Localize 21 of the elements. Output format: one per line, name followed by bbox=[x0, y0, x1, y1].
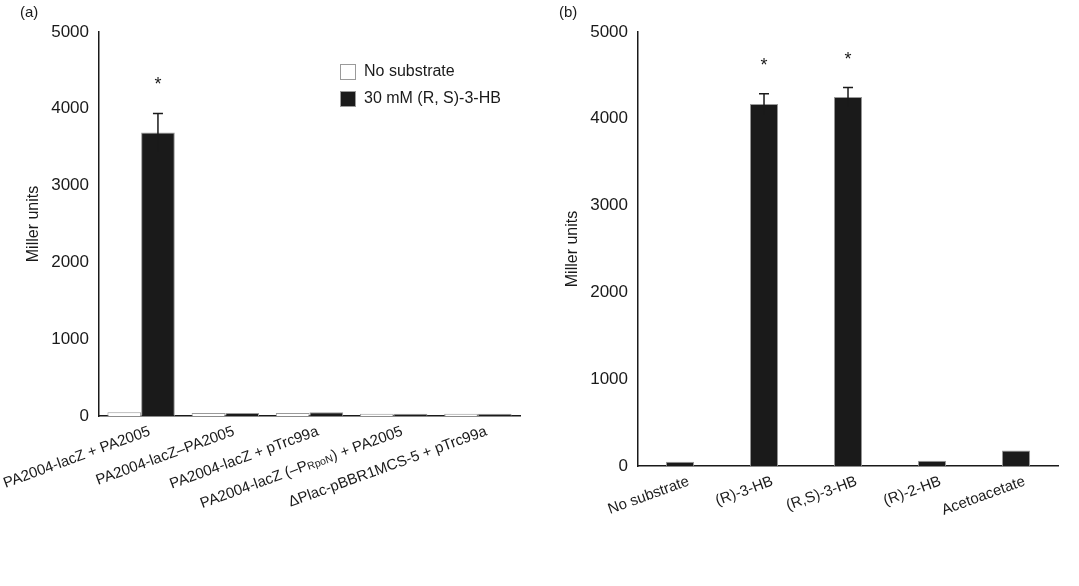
y-tick-label: 0 bbox=[618, 455, 629, 475]
annotation: * bbox=[760, 54, 768, 75]
y-axis-title: Miller units bbox=[563, 210, 581, 288]
chart-title: (a) bbox=[20, 3, 39, 21]
y-tick-label: 5000 bbox=[590, 21, 629, 41]
y-tick-label: 3000 bbox=[51, 175, 90, 195]
y-tick-label: 4000 bbox=[51, 98, 90, 118]
y-tick-label: 0 bbox=[79, 405, 90, 425]
chart-title: (b) bbox=[559, 3, 578, 21]
y-tick-label: 3000 bbox=[590, 195, 629, 215]
y-tick-label: 2000 bbox=[51, 252, 90, 272]
y-tick-label: 4000 bbox=[590, 108, 629, 128]
y-tick-label: 1000 bbox=[590, 368, 629, 388]
legend-label: 30 mM (R, S)-3-HB bbox=[364, 89, 501, 107]
annotation: * bbox=[844, 48, 852, 69]
y-tick-label: 5000 bbox=[51, 21, 90, 41]
legend-label: No substrate bbox=[364, 62, 455, 80]
y-tick-label: 2000 bbox=[590, 282, 629, 302]
y-axis-title: Miller units bbox=[24, 185, 42, 263]
y-tick-label: 1000 bbox=[51, 328, 90, 348]
annotation: * bbox=[154, 74, 162, 95]
